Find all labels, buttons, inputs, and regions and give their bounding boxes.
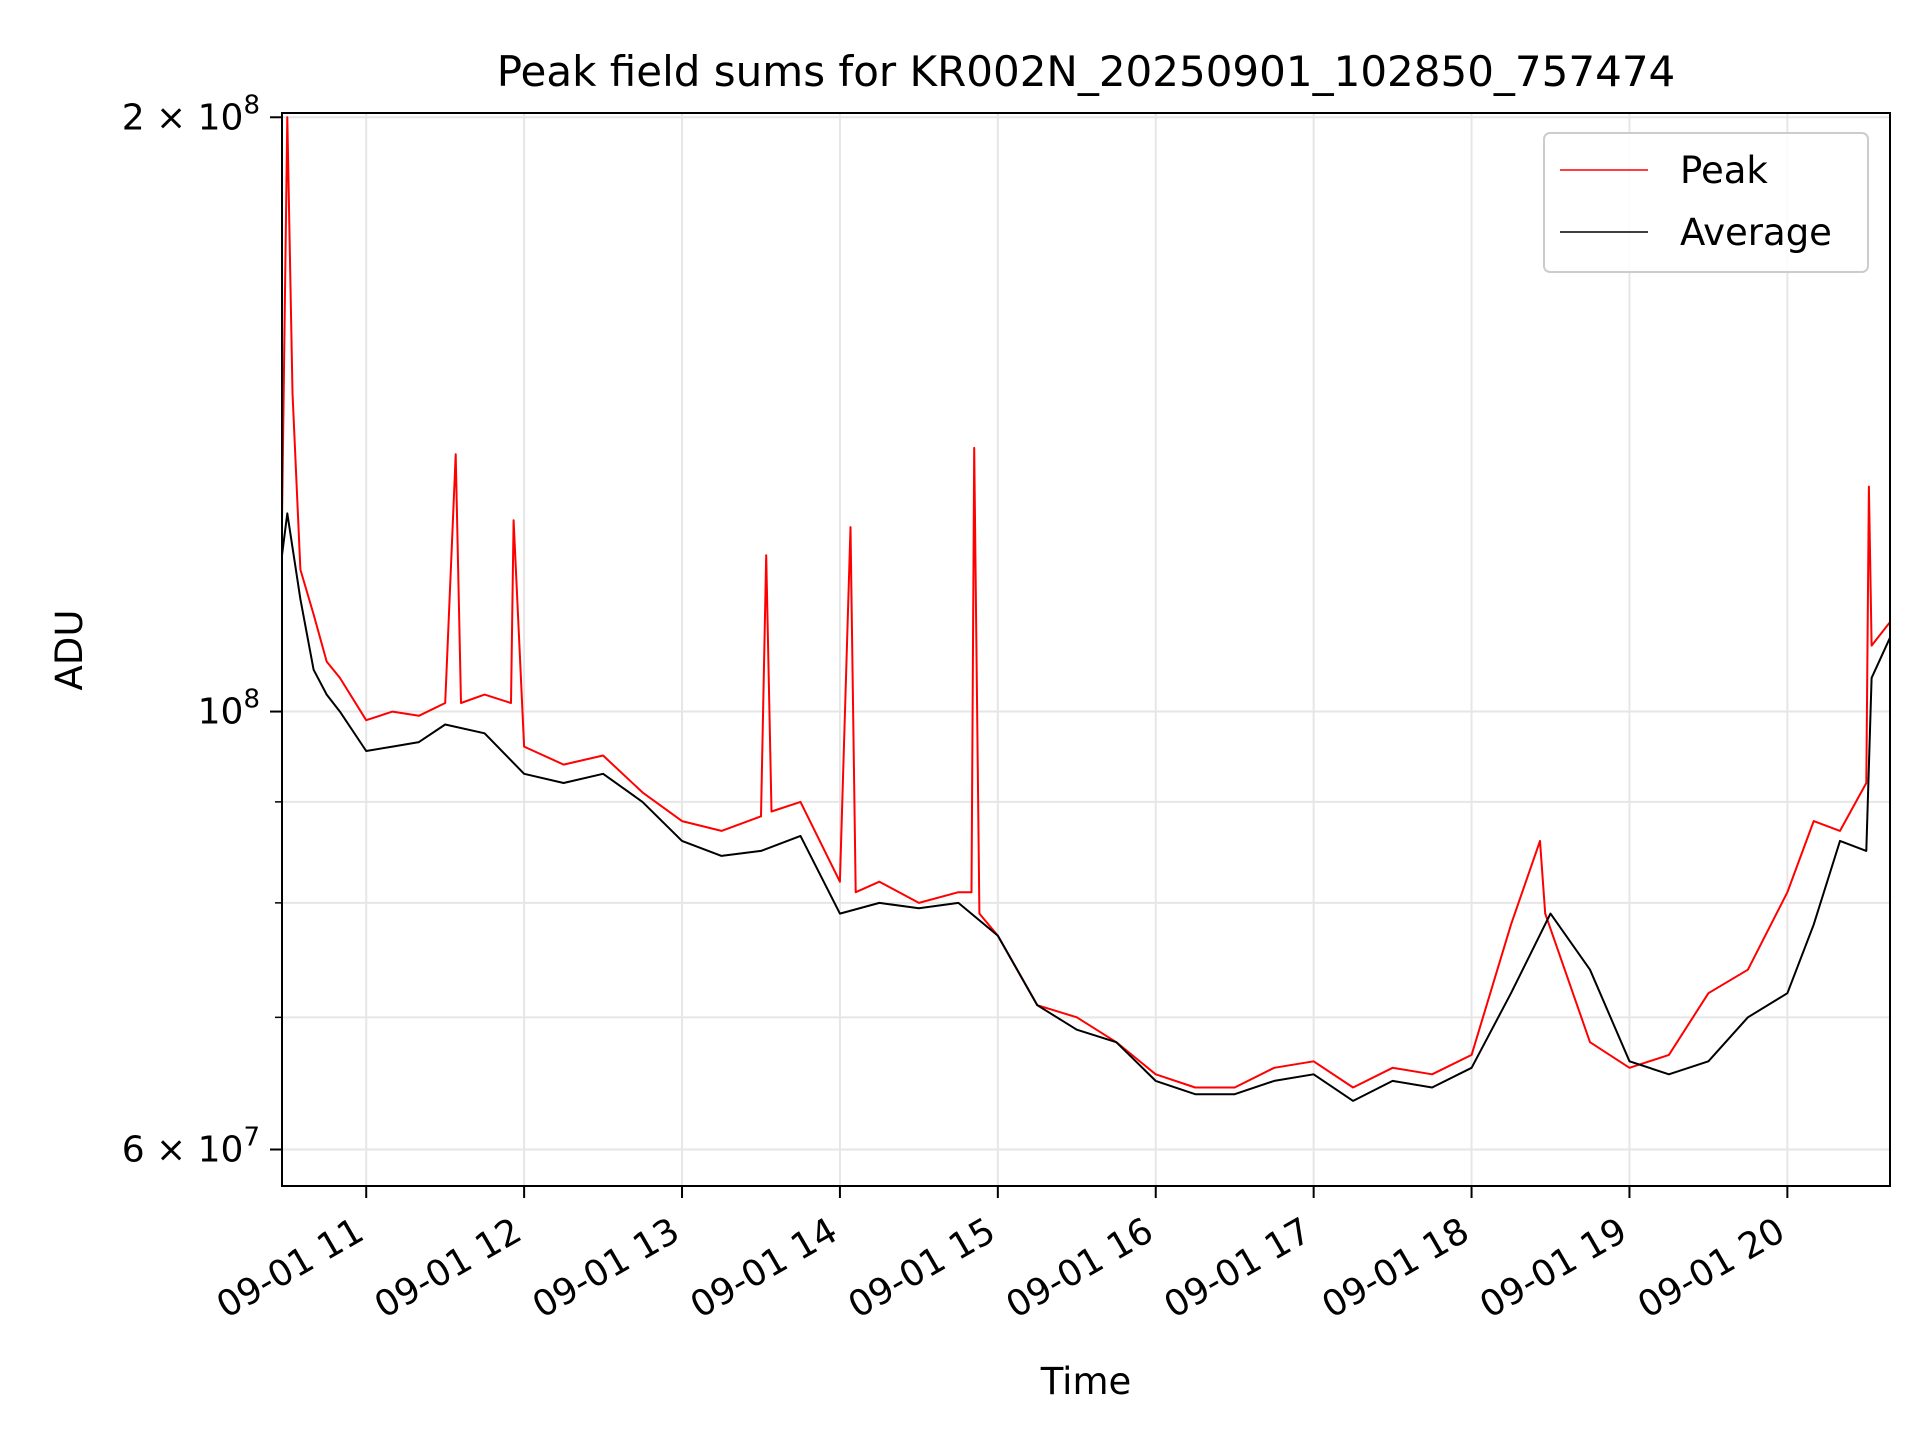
y-tick-label: 6 × 107 xyxy=(122,1123,260,1171)
chart-title: Peak field sums for KR002N_20250901_1028… xyxy=(497,47,1676,96)
legend: Peak Average xyxy=(1543,132,1869,273)
x-axis-label: Time xyxy=(1040,1360,1132,1403)
y-axis: 2 × 108 108 6 × 107 xyxy=(122,90,282,1171)
grid xyxy=(282,113,1890,1186)
legend-label-average: Average xyxy=(1680,211,1832,254)
y-tick-label: 108 xyxy=(198,685,260,733)
y-axis-label: ADU xyxy=(48,610,91,691)
series-group xyxy=(281,116,1891,1102)
series-line-average xyxy=(281,512,1891,1102)
legend-box xyxy=(1543,132,1869,273)
y-tick-label: 2 × 108 xyxy=(122,90,260,138)
plot-frame xyxy=(281,112,1891,1187)
series-line-peak xyxy=(281,116,1891,1089)
legend-label-peak: Peak xyxy=(1680,149,1768,192)
